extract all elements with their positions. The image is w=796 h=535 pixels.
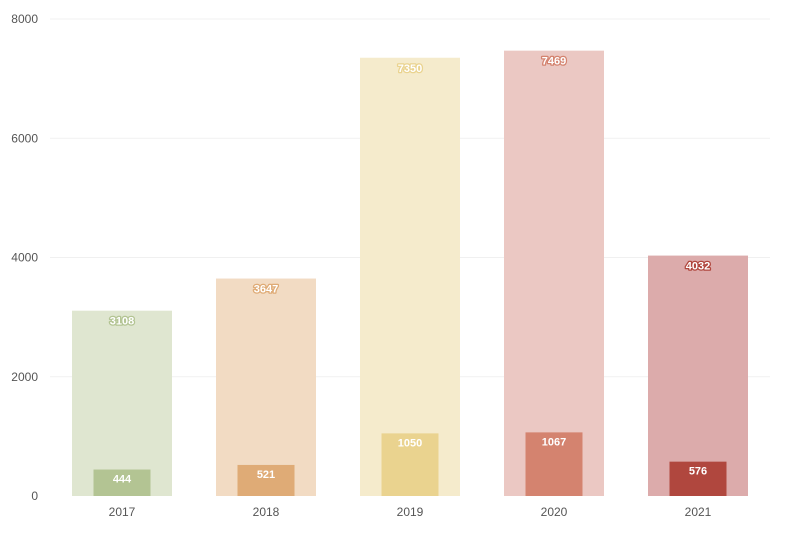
x-tick-label: 2019 [397, 505, 424, 519]
y-axis-tick-labels: 0 2000 4000 6000 8000 [11, 12, 38, 503]
total-bars [72, 50, 748, 496]
y-tick-label: 2000 [11, 370, 38, 384]
value-label-sub-2018: 521 [257, 469, 275, 481]
sub-bars [93, 432, 727, 496]
y-tick-label: 4000 [11, 251, 38, 265]
x-tick-label: 2020 [541, 505, 568, 519]
bar-total-2019 [360, 57, 460, 496]
bar-total-2017 [72, 310, 172, 496]
value-label-sub-2017: 444 [113, 474, 132, 486]
y-tick-label: 8000 [11, 12, 38, 26]
x-tick-label: 2017 [109, 505, 136, 519]
value-label-sub-2020: 1067 [542, 436, 566, 448]
bar-sub-2018 [237, 464, 295, 496]
x-axis-tick-labels: 2017 2018 2019 2020 2021 [109, 505, 712, 519]
bar-sub-2019 [381, 433, 439, 496]
bar-sub-2021 [669, 461, 727, 496]
y-tick-label: 0 [31, 489, 38, 503]
value-label-total-2019: 7350 [398, 63, 422, 75]
y-tick-label: 6000 [11, 131, 38, 145]
value-label-total-2018: 3647 [254, 284, 278, 296]
bar-total-2018 [216, 278, 316, 496]
bar-sub-2020 [525, 432, 583, 496]
value-label-sub-2019: 1050 [398, 437, 422, 449]
bar-total-2020 [504, 50, 604, 496]
value-label-sub-2021: 576 [689, 466, 707, 478]
value-label-total-2020: 7469 [542, 56, 566, 68]
bar-total-2021 [648, 255, 748, 496]
value-label-total-2017: 3108 [110, 316, 134, 328]
value-labels: 3108 444 3647 521 7350 1050 7469 1067 4032 576 [108, 54, 711, 486]
x-tick-label: 2018 [253, 505, 280, 519]
bar-sub-2017 [93, 469, 151, 496]
value-label-total-2021: 4032 [686, 261, 710, 273]
x-tick-label: 2021 [685, 505, 712, 519]
